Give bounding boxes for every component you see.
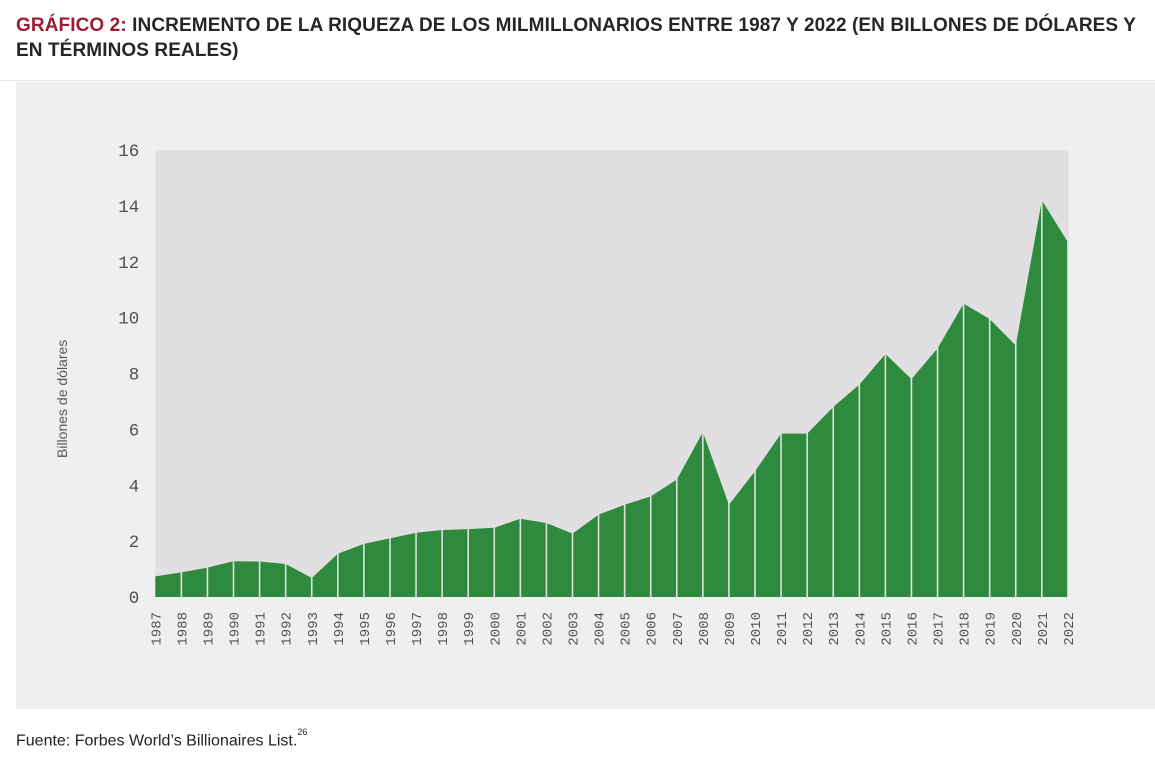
svg-text:6: 6 — [129, 421, 140, 441]
svg-text:2008: 2008 — [697, 612, 713, 646]
svg-text:2005: 2005 — [619, 612, 635, 646]
svg-text:1988: 1988 — [175, 612, 191, 646]
svg-text:2019: 2019 — [984, 612, 1000, 646]
svg-text:2014: 2014 — [853, 612, 869, 646]
svg-text:2012: 2012 — [801, 612, 817, 646]
svg-text:2001: 2001 — [514, 612, 530, 646]
svg-text:2020: 2020 — [1010, 612, 1026, 646]
svg-text:1993: 1993 — [306, 612, 322, 646]
svg-text:1995: 1995 — [358, 612, 374, 646]
svg-text:1997: 1997 — [410, 612, 426, 646]
svg-text:2011: 2011 — [775, 612, 791, 646]
svg-text:1989: 1989 — [201, 612, 217, 646]
svg-text:10: 10 — [118, 310, 139, 330]
svg-text:1992: 1992 — [280, 612, 296, 646]
svg-text:1990: 1990 — [228, 612, 244, 646]
svg-text:1998: 1998 — [436, 612, 452, 646]
svg-text:2002: 2002 — [540, 612, 556, 646]
svg-text:16: 16 — [118, 142, 139, 162]
svg-text:2021: 2021 — [1036, 612, 1052, 646]
svg-text:2015: 2015 — [879, 612, 895, 646]
svg-text:12: 12 — [118, 254, 139, 274]
svg-text:1991: 1991 — [254, 612, 270, 646]
svg-text:1999: 1999 — [462, 612, 478, 646]
svg-text:2006: 2006 — [645, 612, 661, 646]
svg-text:2000: 2000 — [488, 612, 504, 646]
svg-text:1987: 1987 — [149, 612, 165, 646]
svg-text:2017: 2017 — [932, 612, 948, 646]
svg-text:1994: 1994 — [332, 612, 348, 646]
svg-text:2003: 2003 — [566, 612, 582, 646]
svg-text:0: 0 — [129, 589, 140, 609]
svg-text:2016: 2016 — [905, 612, 921, 646]
svg-text:2007: 2007 — [671, 612, 687, 646]
svg-text:2022: 2022 — [1062, 612, 1078, 646]
svg-text:14: 14 — [118, 198, 139, 218]
svg-text:2: 2 — [129, 533, 140, 553]
svg-text:2018: 2018 — [958, 612, 974, 646]
svg-text:8: 8 — [129, 366, 140, 386]
svg-text:2010: 2010 — [749, 612, 765, 646]
svg-text:2009: 2009 — [723, 612, 739, 646]
svg-text:1996: 1996 — [384, 612, 400, 646]
svg-text:4: 4 — [129, 477, 140, 497]
svg-text:2004: 2004 — [593, 612, 609, 646]
svg-text:2013: 2013 — [827, 612, 843, 646]
